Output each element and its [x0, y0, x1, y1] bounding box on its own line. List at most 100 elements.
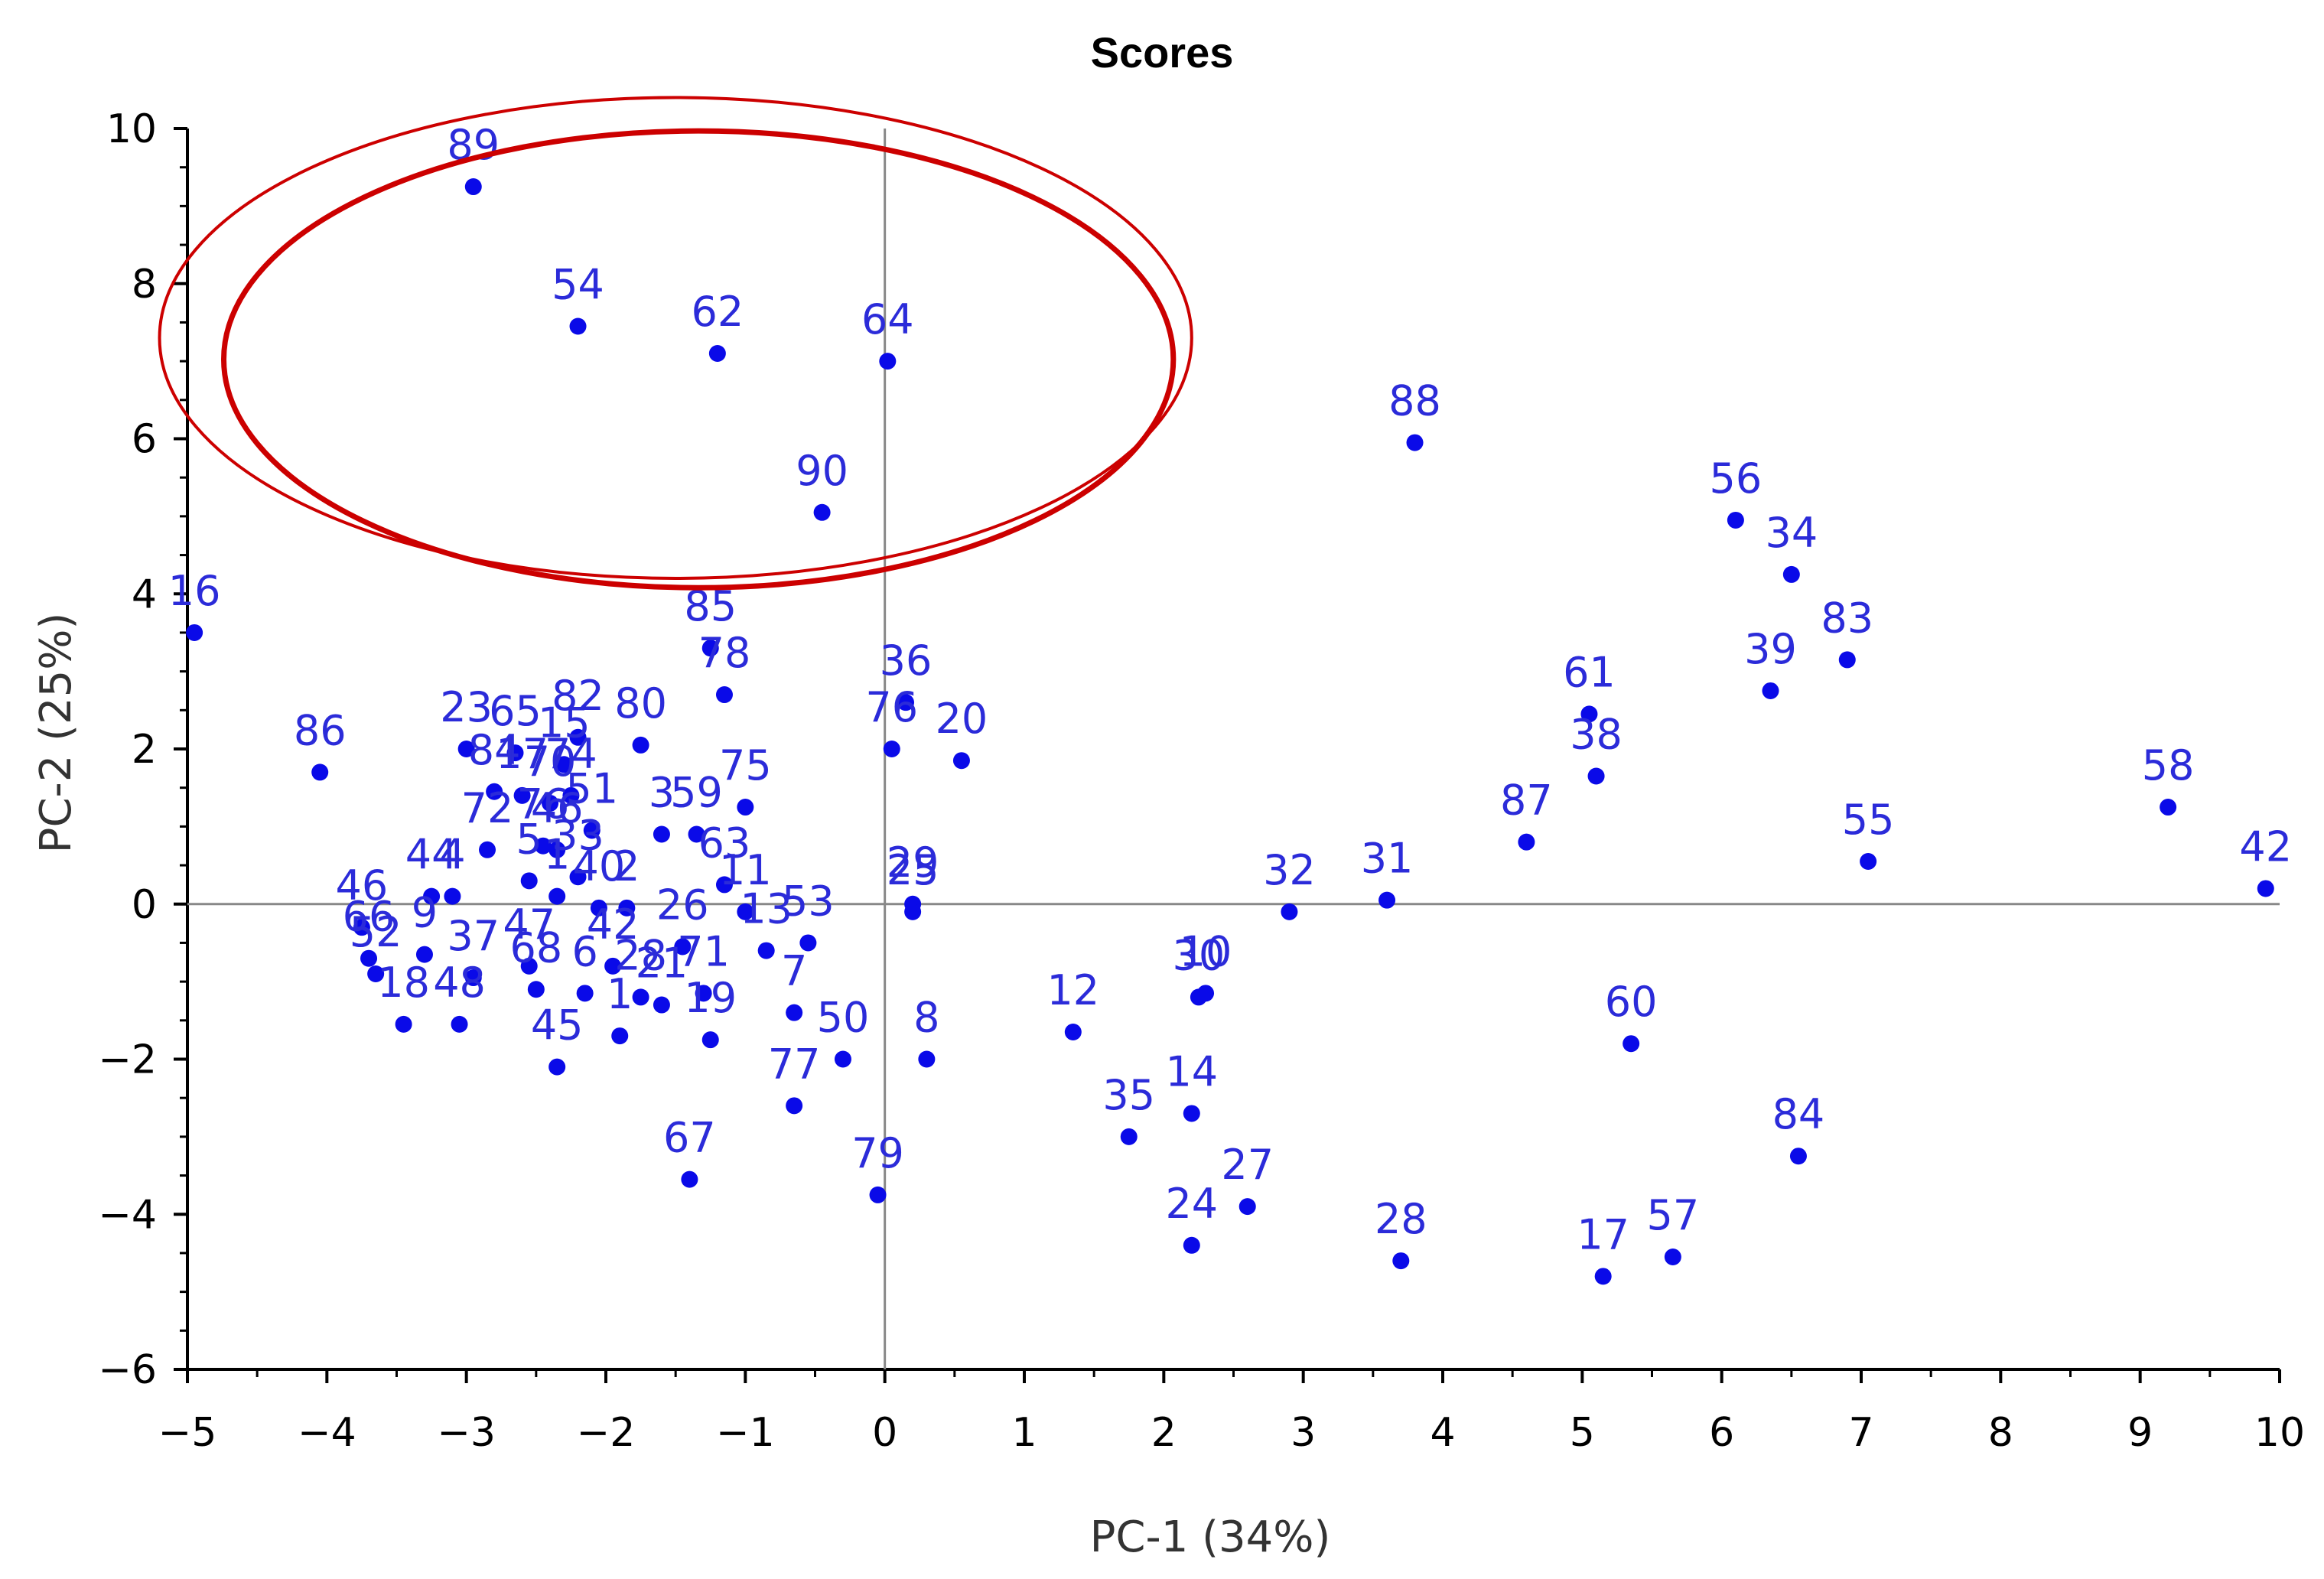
data-point [952, 752, 970, 770]
data-label: 63 [698, 819, 751, 867]
data-point [527, 981, 545, 998]
data-point [786, 1004, 803, 1021]
data-label: 44 [405, 831, 458, 879]
data-label: 74 [545, 730, 597, 778]
data-point [479, 841, 496, 858]
y-tick-label: −4 [98, 1192, 157, 1238]
data-label: 76 [865, 683, 918, 731]
data-point [576, 985, 594, 1002]
x-tick-label: 9 [2127, 1410, 2153, 1456]
x-tick-label: −2 [577, 1410, 636, 1456]
data-label: 33 [552, 811, 604, 859]
data-label: 30 [1173, 931, 1225, 979]
data-label: 55 [1842, 796, 1895, 844]
data-label: 17 [1577, 1210, 1629, 1258]
x-tick-label: 5 [1570, 1410, 1595, 1456]
data-label: 42 [2239, 822, 2292, 871]
data-label: 25 [887, 846, 939, 894]
data-point [1838, 651, 1856, 669]
data-point [757, 942, 775, 959]
data-label: 28 [1375, 1195, 1427, 1243]
data-point [2160, 799, 2177, 816]
data-label: 16 [168, 567, 221, 615]
data-label: 68 [509, 923, 562, 972]
data-label: 45 [531, 1001, 584, 1050]
data-point [653, 996, 670, 1014]
data-point [451, 1015, 468, 1033]
data-label: 20 [936, 695, 988, 743]
data-label: 77 [768, 1040, 821, 1088]
data-label: 19 [684, 974, 737, 1022]
x-tick-label: −4 [298, 1410, 356, 1456]
data-point [1281, 903, 1298, 920]
data-point [695, 985, 712, 1002]
data-label: 53 [782, 877, 835, 925]
data-label: 18 [377, 959, 430, 1007]
data-point [353, 919, 370, 936]
data-label: 40 [573, 842, 626, 890]
data-point [1727, 511, 1744, 529]
data-point [1594, 1268, 1612, 1285]
data-label: 57 [1646, 1191, 1699, 1239]
data-point [415, 946, 433, 963]
x-tick-label: 1 [1011, 1410, 1037, 1456]
data-label: 46 [336, 861, 389, 910]
data-label: 26 [656, 881, 709, 929]
data-point [569, 868, 587, 886]
data-point [834, 1050, 851, 1068]
data-label: 66 [343, 893, 395, 941]
data-point [632, 988, 649, 1006]
data-label: 59 [670, 769, 723, 817]
data-label: 8 [913, 994, 939, 1042]
data-label: 4 [439, 831, 465, 879]
y-tick-label: 6 [132, 417, 157, 463]
data-label: 38 [1570, 710, 1623, 758]
data-label: 75 [719, 741, 772, 790]
data-point [688, 825, 705, 843]
data-point [590, 899, 607, 916]
x-tick-label: −1 [716, 1410, 775, 1456]
data-point [360, 949, 378, 967]
data-label: 48 [433, 959, 486, 1007]
data-point [520, 957, 538, 975]
data-label: 21 [636, 939, 688, 988]
data-label: 36 [880, 636, 933, 685]
y-tick-label: −2 [98, 1037, 157, 1083]
data-point [534, 837, 552, 855]
data-point [395, 1015, 412, 1033]
data-point [1406, 434, 1424, 451]
data-label: 76 [517, 780, 570, 829]
data-label: 28 [614, 931, 667, 979]
data-label: 65 [489, 687, 542, 735]
data-point [1860, 852, 1877, 870]
data-point [548, 841, 566, 858]
data-label: 42 [587, 900, 640, 949]
data-point [918, 1050, 936, 1068]
data-point [548, 887, 566, 905]
data-point [618, 899, 636, 916]
data-point [653, 825, 670, 843]
x-tick-label: 3 [1291, 1410, 1316, 1456]
data-point [611, 1027, 629, 1045]
data-point [681, 1170, 698, 1188]
data-point [879, 353, 897, 370]
y-tick-label: −6 [98, 1347, 157, 1393]
data-point [1782, 565, 1800, 583]
data-label: 24 [1165, 1180, 1218, 1228]
data-label: 47 [503, 900, 555, 949]
data-point [604, 957, 622, 975]
data-label: 29 [887, 838, 939, 887]
data-label: 15 [538, 698, 591, 747]
data-label: 82 [552, 672, 604, 720]
data-point [799, 934, 817, 952]
x-tick-label: 10 [2254, 1410, 2305, 1456]
data-point [1664, 1249, 1681, 1266]
x-tick-label: 4 [1430, 1410, 1455, 1456]
x-tick-label: −5 [158, 1410, 217, 1456]
data-point [2257, 880, 2274, 897]
data-point [708, 344, 726, 362]
data-point [1789, 1148, 1807, 1165]
